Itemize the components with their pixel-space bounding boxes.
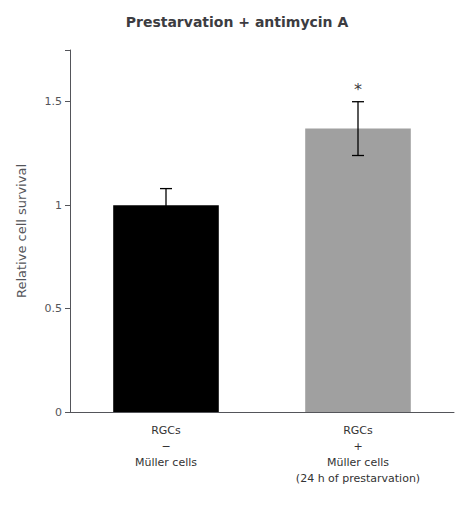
svg-text:1.5: 1.5 — [45, 95, 63, 108]
svg-text:Relative cell survival: Relative cell survival — [14, 164, 29, 298]
svg-text:Müller cells: Müller cells — [135, 456, 197, 469]
svg-text:Müller cells: Müller cells — [327, 456, 389, 469]
svg-text:RGCs: RGCs — [151, 424, 181, 437]
svg-text:−: − — [161, 440, 170, 453]
svg-text:+: + — [353, 440, 362, 453]
svg-text:RGCs: RGCs — [343, 424, 373, 437]
svg-text:*: * — [354, 80, 362, 99]
svg-text:1: 1 — [55, 199, 62, 212]
svg-text:(24 h of prestarvation): (24 h of prestarvation) — [296, 472, 420, 485]
svg-text:Prestarvation + antimycin A: Prestarvation + antimycin A — [126, 14, 349, 30]
svg-text:0.5: 0.5 — [45, 302, 63, 315]
svg-text:0: 0 — [55, 406, 62, 419]
